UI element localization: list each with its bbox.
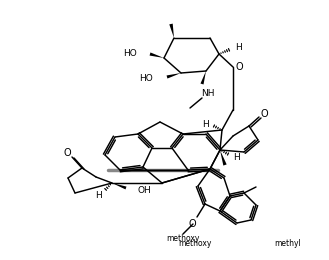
Text: H: H <box>95 191 101 199</box>
Polygon shape <box>200 71 206 84</box>
Text: HO: HO <box>139 74 153 82</box>
Text: methoxy: methoxy <box>178 238 212 248</box>
Text: OH: OH <box>137 185 151 194</box>
Polygon shape <box>169 24 174 38</box>
Text: H: H <box>235 42 241 51</box>
Text: methoxy: methoxy <box>166 233 200 243</box>
Text: H: H <box>202 120 208 128</box>
Text: O: O <box>63 148 71 158</box>
Polygon shape <box>150 53 164 58</box>
Text: O: O <box>260 109 268 119</box>
Polygon shape <box>220 150 227 166</box>
Text: HO: HO <box>123 49 137 57</box>
Text: NH: NH <box>201 88 215 98</box>
Text: H: H <box>233 153 240 161</box>
Polygon shape <box>112 183 127 190</box>
Text: O: O <box>235 62 243 72</box>
Text: methyl: methyl <box>275 238 301 248</box>
Polygon shape <box>166 73 181 79</box>
Text: O: O <box>188 219 196 229</box>
